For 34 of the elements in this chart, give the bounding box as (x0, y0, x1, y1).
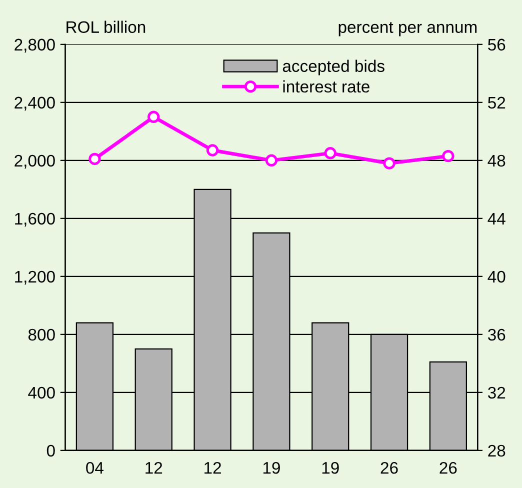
x-tick-label: 04 (86, 462, 104, 474)
x-tick-label: 12 (146, 462, 162, 474)
y-tick-label: 0 (46, 444, 55, 457)
x-tick-label: 19 (263, 462, 280, 474)
point (324, 147, 336, 160)
x-tick-label: 12 (204, 462, 221, 474)
x-tick-label: 26 (380, 462, 398, 474)
y2-tick-label: 52 (488, 96, 506, 109)
y-tick-label: 400 (28, 386, 55, 399)
legend-label: interest rate (283, 80, 370, 93)
y2-tick-label: 44 (488, 212, 506, 224)
y-tick-label: 2,400 (14, 96, 55, 111)
y2-tick-label: 32 (488, 386, 506, 399)
y-tick-label: 800 (28, 328, 55, 341)
y2-axis-title: percent per annum (338, 22, 477, 36)
y-tick-label: 1,200 (15, 270, 55, 285)
point (383, 157, 396, 170)
y-tick-label: 2,800 (14, 38, 55, 53)
point (442, 150, 454, 162)
x-tick-label: 26 (440, 462, 457, 474)
y2-tick-label: 56 (488, 38, 506, 51)
point (206, 144, 219, 156)
y2-tick-label: 40 (488, 270, 506, 283)
y2-tick-label: 28 (488, 444, 506, 457)
y-tick-label: 2,000 (14, 154, 55, 169)
y-tick-label: 1,600 (15, 212, 55, 227)
point (265, 154, 278, 167)
y-axis-title: ROL billion (66, 20, 146, 33)
x-tick-label: 19 (322, 462, 339, 474)
legend-label: accepted bids (282, 60, 384, 76)
y2-tick-label: 48 (488, 154, 506, 167)
point (148, 110, 160, 124)
point (88, 152, 101, 166)
y2-tick-label: 36 (488, 328, 506, 341)
